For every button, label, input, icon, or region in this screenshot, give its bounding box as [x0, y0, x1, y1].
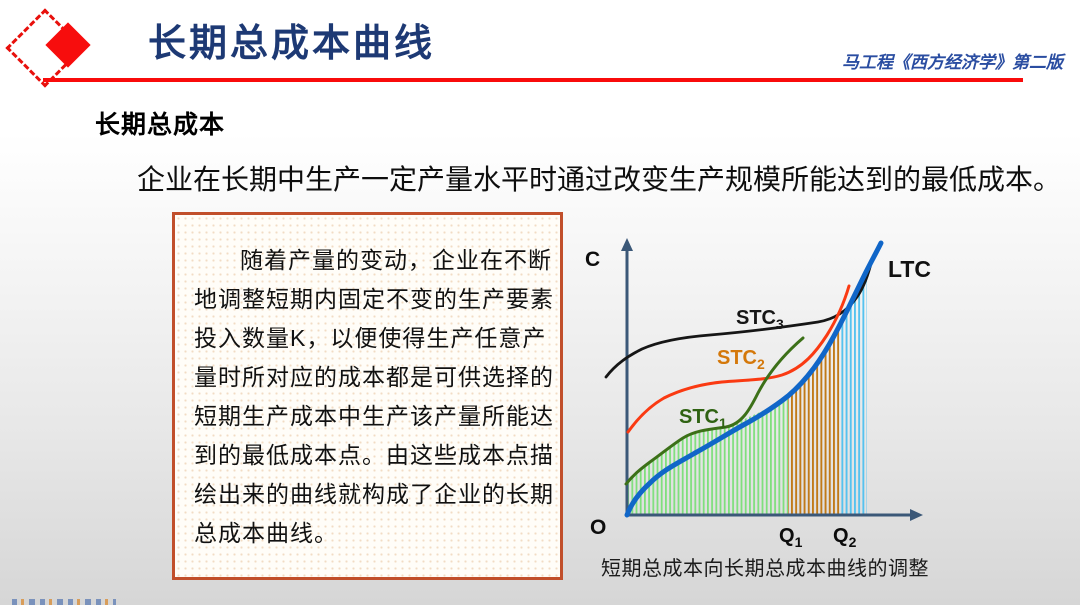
definition-text: 企业在长期中生产一定产量水平时通过改变生产规模所能达到的最低成本。	[137, 164, 1062, 195]
note-line: 总成本曲线。	[194, 520, 338, 546]
label-stc1: STC1	[679, 406, 727, 431]
note-line: 量时所对应的成本都是可供选择的	[194, 364, 554, 390]
note-line: 地调整短期内固定不变的生产要素	[194, 286, 554, 312]
x-tick-q1: Q1	[779, 525, 803, 550]
curve-stc1	[624, 336, 805, 486]
curve-stc3	[604, 258, 874, 379]
hatch-region-beyond-q2	[841, 270, 867, 515]
hatch-region-o-q1	[626, 396, 788, 515]
watermark-cutoff	[12, 599, 116, 605]
note-line: 绘出来的曲线就构成了企业的长期	[194, 481, 554, 507]
chart-caption: 短期总成本向长期总成本曲线的调整	[601, 558, 929, 580]
hatch-region-q1-q2	[788, 321, 841, 515]
y-axis-label: C	[585, 248, 600, 271]
page-title: 长期总成本曲线	[148, 23, 436, 65]
source-credit: 马工程《西方经济学》第二版	[842, 53, 1063, 72]
cost-curves-chart: C O Q1 Q2 STC3 STC2 STC1 LTC	[585, 238, 931, 550]
x-tick-q2: Q2	[833, 525, 857, 550]
curve-ltc	[624, 240, 884, 518]
curve-stc2	[626, 284, 851, 434]
note-box: 随着产量的变动，企业在不断 地调整短期内固定不变的生产要素 投入数量K，以便使得…	[172, 212, 563, 580]
origin-label: O	[590, 516, 606, 539]
note-line: 随着产量的变动，企业在不断	[240, 247, 552, 273]
section-heading: 长期总成本	[95, 111, 226, 139]
header-divider	[43, 78, 1023, 82]
y-axis-arrow-icon	[621, 238, 633, 251]
note-line: 到的最低成本点。由这些成本点描	[194, 442, 554, 468]
label-ltc: LTC	[888, 256, 931, 282]
note-line: 短期生产成本中生产该产量所能达	[194, 403, 554, 429]
x-axis-arrow-icon	[910, 509, 923, 521]
label-stc3: STC3	[736, 307, 784, 332]
note-line: 投入数量K，以便使得生产任意产	[194, 325, 547, 351]
label-stc2: STC2	[717, 347, 765, 372]
